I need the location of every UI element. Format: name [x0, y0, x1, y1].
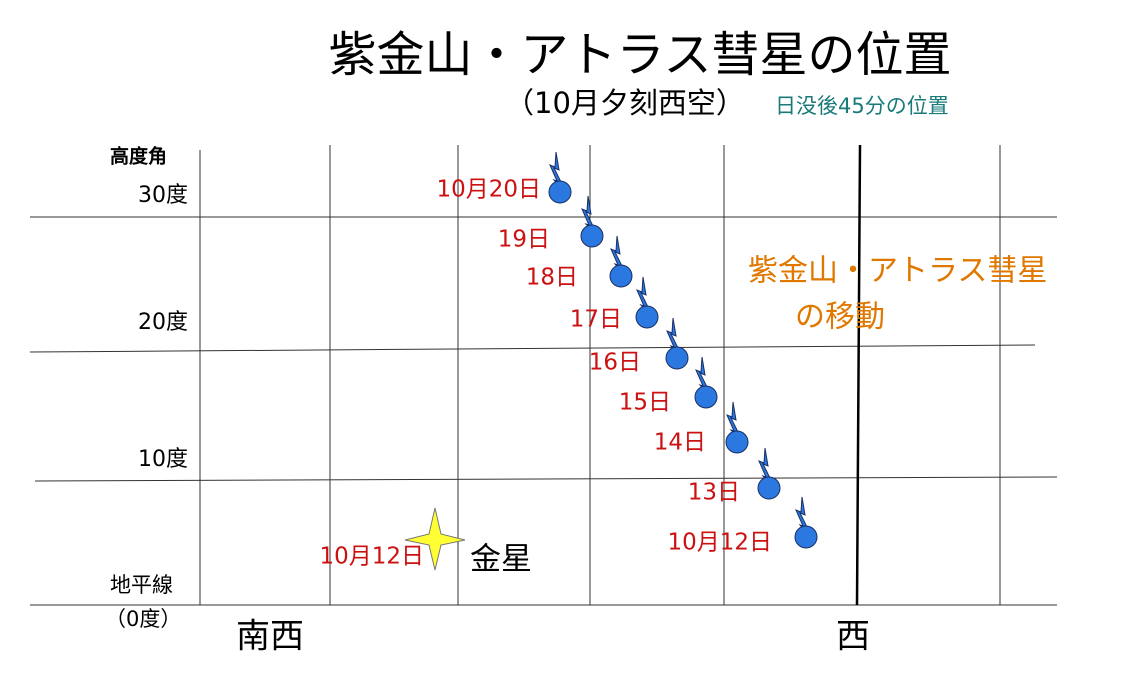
subtitle-note: 日没後45分の位置 [775, 94, 949, 118]
comet-date: 10月12日 [667, 530, 772, 556]
comet [609, 264, 633, 288]
comet [580, 224, 604, 248]
comet [635, 305, 659, 329]
comet-date: 13日 [688, 480, 740, 506]
comet-date: 15日 [619, 390, 671, 416]
grid-line [34, 476, 1058, 482]
altitude-label: 30度 [138, 183, 188, 208]
altitude-label: 地平線 [110, 573, 173, 597]
grid [29, 144, 1058, 606]
comet-date: 18日 [526, 265, 578, 291]
subtitle: （10月夕刻西空） [505, 86, 745, 120]
direction-label: 西 [836, 617, 870, 657]
west-line [855, 144, 862, 606]
venus-label: 金星 [470, 542, 532, 578]
comet-legend: の移動 [795, 300, 885, 335]
comet [548, 180, 572, 204]
grid-line [29, 344, 1036, 353]
direction-label: 南西 [236, 617, 304, 657]
comet [725, 430, 749, 454]
axis-title: 高度角 [110, 145, 167, 168]
title: 紫金山・アトラス彗星の位置 [328, 27, 951, 83]
venus-date: 10月12日 [319, 544, 424, 570]
comet [757, 476, 781, 500]
comet [794, 525, 818, 549]
comet-date: 10月20日 [436, 177, 541, 203]
altitude-label: 10度 [138, 447, 188, 472]
comet-date: 16日 [589, 350, 641, 376]
comet [665, 346, 689, 370]
comet [694, 385, 718, 409]
comet-date: 14日 [654, 430, 706, 456]
comet-date: 19日 [498, 227, 550, 253]
comet-date: 17日 [570, 307, 622, 333]
comet-legend: 紫金山・アトラス彗星 [748, 254, 1047, 289]
venus-star [404, 507, 466, 571]
altitude-label: （0度） [105, 607, 181, 631]
altitude-label: 20度 [138, 310, 188, 335]
